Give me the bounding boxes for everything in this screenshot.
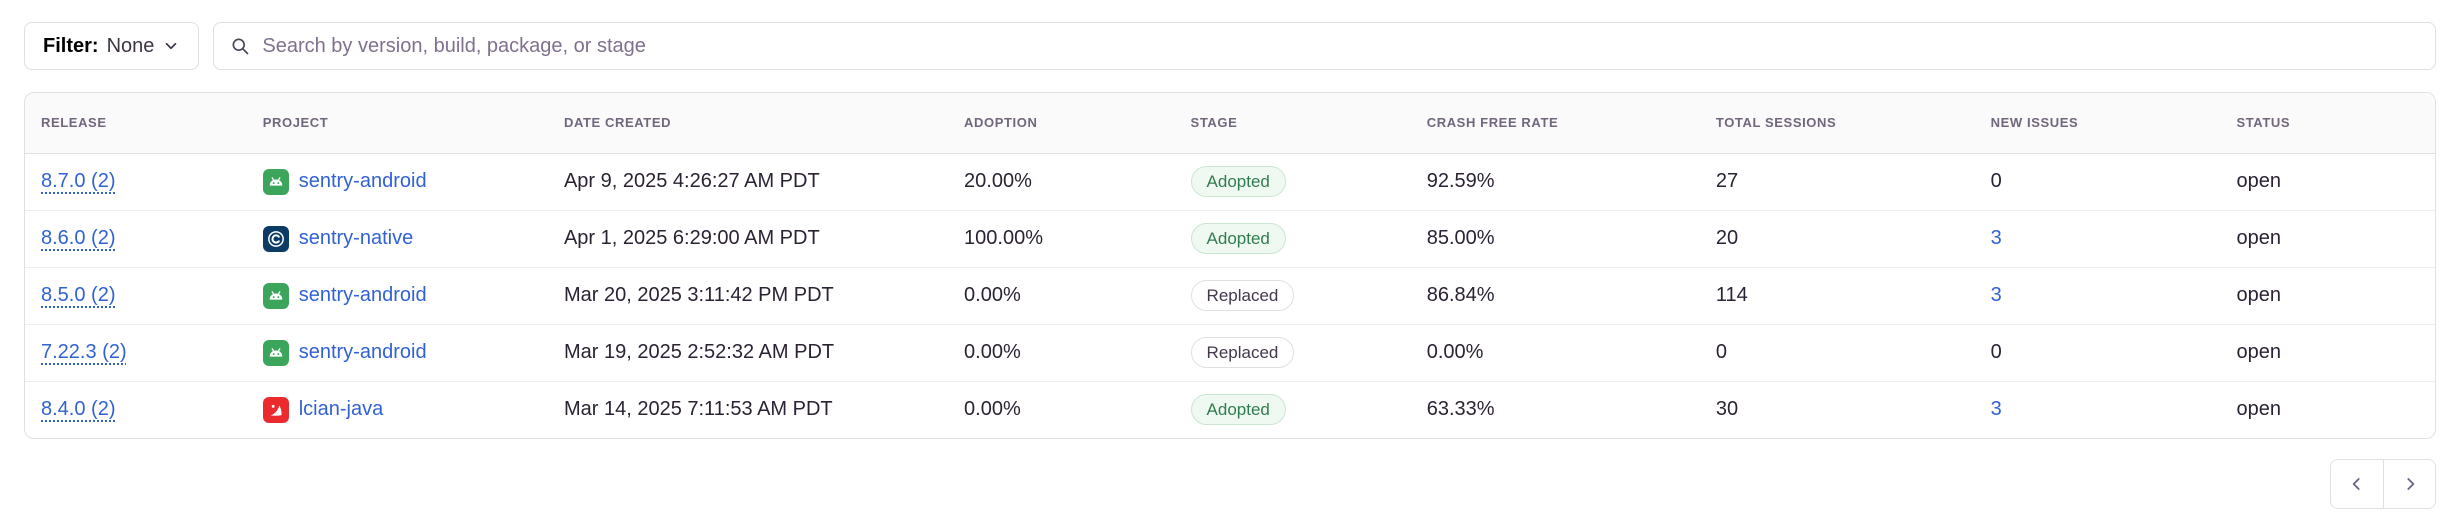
header-release[interactable]: RELEASE [25,93,247,154]
next-page-button[interactable] [2383,460,2435,508]
status-cell: open [2220,266,2435,324]
crash-free-rate-cell: 63.33% [1410,380,1700,438]
previous-page-button[interactable] [2331,460,2383,508]
adoption-cell: 0.00% [948,266,1175,324]
filter-search-bar: Filter: None [24,22,2436,70]
adoption-cell: 0.00% [948,380,1175,438]
new-issues-cell: 0 [1974,323,2221,381]
status-cell: open [2236,170,2281,192]
search-input[interactable] [262,34,2419,58]
filter-button[interactable]: Filter: None [24,22,200,70]
crash-free-rate-cell: 85.00% [1410,209,1700,267]
total-sessions-cell: 27 [1715,170,1739,192]
table-row: 8.7.0 (2) sentry-android Apr 9, 2025 4:2… [25,153,2435,210]
release-link[interactable]: 7.22.3 (2) [41,341,127,363]
header-project[interactable]: PROJECT [246,93,548,154]
crash-free-rate-cell: 92.59% [1426,170,1495,192]
new-issues-cell[interactable]: 3 [1974,266,2221,324]
header-status[interactable]: STATUS [2220,93,2435,154]
release-link[interactable]: 8.5.0 (2) [41,284,116,306]
date-created-cell: Apr 1, 2025 6:29:00 AM PDT [547,209,949,267]
chevron-left-icon [2347,474,2367,494]
release-link[interactable]: 8.4.0 (2) [41,398,116,421]
status-cell: open [2220,323,2435,381]
project-link[interactable]: lcian-java [298,398,384,421]
new-issues-cell[interactable]: 3 [1974,209,2221,267]
filter-label: Filter: [43,34,99,57]
search-icon [230,36,250,56]
project-link[interactable]: sentry-native [298,227,414,249]
date-created-cell: Mar 20, 2025 3:11:42 PM PDT [547,266,949,324]
status-cell: open [2220,380,2435,438]
table-row: 8.4.0 (2) lcian-java Mar 14, 2025 7:11:5… [25,380,2435,438]
table-row: 8.5.0 (2) sentry-android Mar 20, 2025 3:… [25,266,2435,324]
header-total-sessions[interactable]: TOTAL SESSIONS [1699,93,1975,154]
c-language-icon [262,225,289,252]
new-issues-cell: 0 [1990,170,2002,192]
header-new-issues[interactable]: NEW ISSUES [1974,93,2221,154]
android-icon [262,282,289,309]
release-link[interactable]: 8.7.0 (2) [41,170,116,192]
release-link[interactable]: 8.6.0 (2) [41,227,116,249]
total-sessions-cell: 0 [1699,323,1975,381]
pagination [24,459,2436,509]
adoption-cell: 20.00% [964,170,1032,192]
date-created-cell: Mar 14, 2025 7:11:53 AM PDT [547,380,949,438]
android-icon [262,339,289,366]
total-sessions-cell: 30 [1699,380,1975,438]
total-sessions-cell: 114 [1699,266,1975,324]
java-duke-icon [262,396,289,423]
total-sessions-cell: 20 [1699,209,1975,267]
header-date-created[interactable]: DATE CREATED [547,93,949,154]
project-link[interactable]: sentry-android [298,284,427,306]
stage-badge: Replaced [1190,337,1295,368]
status-cell: open [2220,209,2435,267]
adoption-cell: 100.00% [948,209,1175,267]
table-header-row: RELEASE PROJECT DATE CREATED ADOPTION ST… [25,93,2435,154]
filter-value: None [106,34,155,57]
header-stage[interactable]: STAGE [1174,93,1411,154]
new-issues-cell[interactable]: 3 [1974,380,2221,438]
header-adoption[interactable]: ADOPTION [948,93,1175,154]
search-box[interactable] [213,22,2436,70]
chevron-down-icon [162,37,180,55]
stage-badge: Adopted [1190,223,1286,254]
table-row: 8.6.0 (2) sentry-native Apr 1, 2025 6:29… [25,209,2435,267]
crash-free-rate-cell: 0.00% [1410,323,1700,381]
project-link[interactable]: sentry-android [298,170,427,192]
stage-badge: Adopted [1190,166,1286,197]
releases-table: RELEASE PROJECT DATE CREATED ADOPTION ST… [24,92,2436,439]
android-icon [262,168,289,195]
stage-badge: Adopted [1190,394,1286,426]
date-created-cell: Mar 19, 2025 2:52:32 AM PDT [547,323,949,381]
table-row: 7.22.3 (2) sentry-android Mar 19, 2025 2… [25,323,2435,381]
date-created-cell: Apr 9, 2025 4:26:27 AM PDT [563,170,820,192]
project-link[interactable]: sentry-android [298,341,427,363]
chevron-right-icon [2400,474,2420,494]
adoption-cell: 0.00% [948,323,1175,381]
stage-badge: Replaced [1190,280,1295,311]
header-crash-free-rate[interactable]: CRASH FREE RATE [1410,93,1700,154]
crash-free-rate-cell: 86.84% [1410,266,1700,324]
